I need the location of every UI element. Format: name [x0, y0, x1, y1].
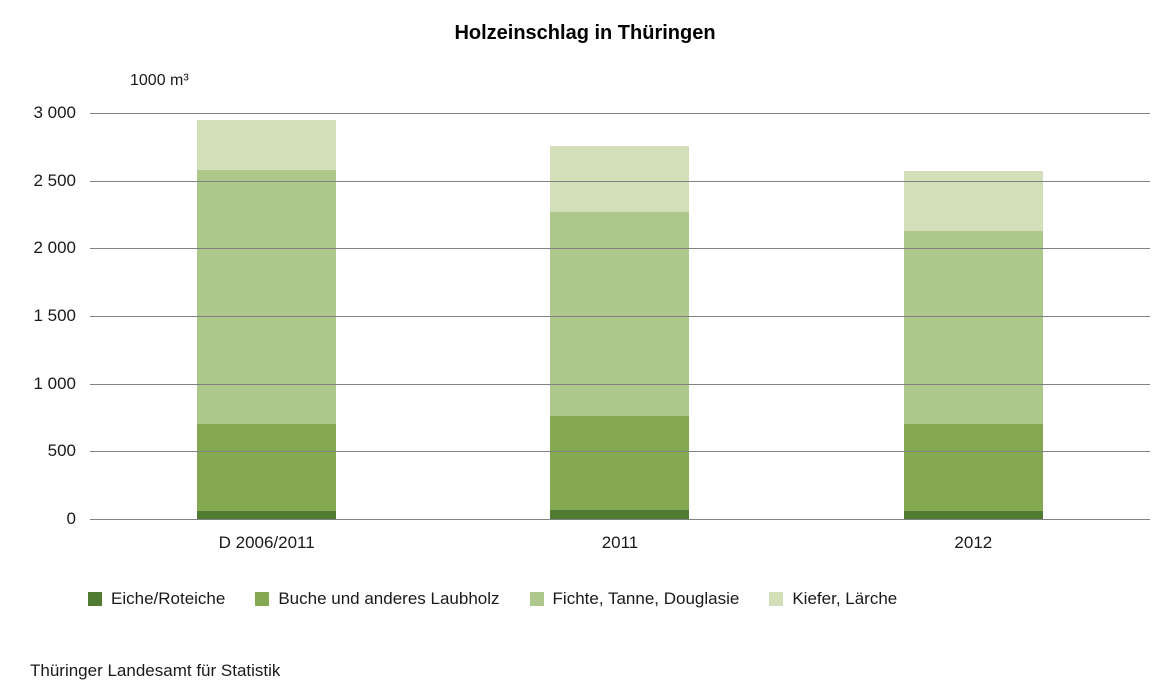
gridline [90, 180, 1150, 182]
bar-segment[interactable] [197, 510, 337, 519]
legend-label: Fichte, Tanne, Douglasie [552, 589, 740, 608]
bars [90, 113, 1150, 519]
gridline [90, 316, 1150, 317]
bar-segment[interactable] [903, 424, 1043, 511]
bar-segment[interactable] [197, 169, 337, 425]
bar-segment[interactable] [550, 145, 690, 212]
y-axis-labels: 0 500 1 000 1 500 2 000 2 500 3 000 [0, 103, 76, 528]
x-category-label: 2012 [954, 533, 993, 552]
source-note: Thüringer Landesamt für Statistik [30, 661, 281, 680]
legend-item: Kiefer, Lärche [769, 589, 897, 609]
x-axis-labels: D 2006/2011 2011 2012 [90, 533, 1150, 553]
x-category-label: D 2006/2011 [218, 533, 315, 552]
legend-item: Fichte, Tanne, Douglasie [529, 589, 740, 609]
bar-segment[interactable] [903, 510, 1043, 519]
y-tick-label: 500 [47, 441, 76, 461]
y-tick-label: 1 000 [33, 373, 76, 393]
gridline [90, 383, 1150, 385]
bar-segment[interactable] [197, 424, 337, 511]
bar-column [443, 113, 796, 519]
stacked-bar[interactable] [550, 145, 690, 519]
plot-area [90, 113, 1150, 520]
bar-segment[interactable] [550, 509, 690, 519]
gridline [90, 519, 1150, 520]
legend-item: Buche und anderes Laubholz [255, 589, 500, 609]
legend-swatch-icon [769, 592, 784, 606]
y-tick-label: 2 000 [33, 238, 76, 258]
y-tick-label: 1 500 [33, 306, 76, 325]
legend-swatch-icon [255, 592, 270, 606]
stacked-bar[interactable] [197, 119, 337, 519]
x-category-label: 2011 [601, 533, 639, 552]
bar-segment[interactable] [197, 119, 337, 170]
legend-item: Eiche/Roteiche [88, 589, 225, 609]
bar-column [90, 113, 443, 519]
legend-label: Buche und anderes Laubholz [278, 589, 500, 608]
y-tick-label: 0 [66, 509, 76, 528]
gridline [90, 248, 1150, 250]
y-tick-label: 2 500 [33, 170, 76, 190]
legend-swatch-icon [88, 592, 102, 606]
bar-segment[interactable] [550, 416, 690, 510]
bar-segment[interactable] [903, 230, 1043, 425]
legend-swatch-icon [529, 592, 544, 606]
legend-label: Eiche/Roteiche [111, 589, 226, 608]
gridline [90, 113, 1150, 114]
legend: Eiche/Roteiche Buche und anderes Laubholz… [88, 589, 897, 609]
stacked-bar[interactable] [903, 171, 1043, 519]
y-axis-unit-label: 1000 m³ [130, 72, 189, 89]
legend-label: Kiefer, Lärche [792, 589, 898, 608]
chart-title: Holzeinschlag in Thüringen [454, 22, 716, 44]
bar-segment[interactable] [550, 211, 690, 417]
gridline [90, 451, 1150, 453]
y-tick-label: 3 000 [33, 103, 76, 122]
